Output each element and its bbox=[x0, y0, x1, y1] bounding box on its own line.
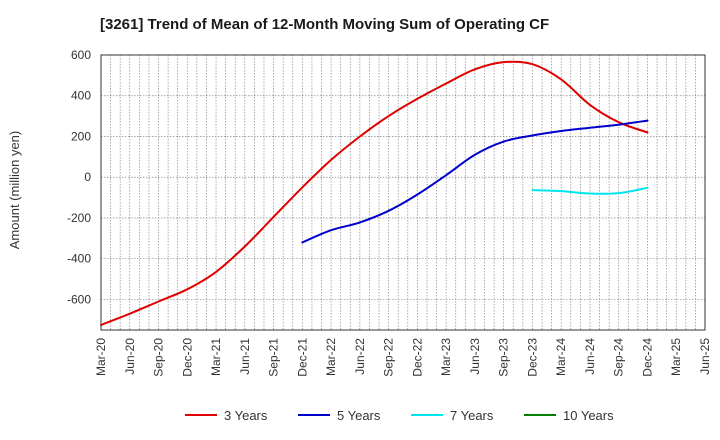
y-axis-ticks: 600 400 200 0 -200 -400 -600 bbox=[67, 48, 91, 306]
legend-label: 10 Years bbox=[563, 408, 614, 423]
x-tick-label: Mar-20 bbox=[94, 338, 108, 376]
grid bbox=[101, 54, 705, 330]
y-tick-label: 600 bbox=[71, 48, 91, 62]
x-tick-label: Dec-24 bbox=[640, 338, 654, 377]
x-tick-label: Jun-20 bbox=[123, 338, 137, 375]
y-tick-label: -400 bbox=[67, 252, 91, 266]
x-tick-label: Sep-21 bbox=[267, 338, 281, 377]
x-tick-label: Sep-20 bbox=[152, 338, 166, 377]
series-group bbox=[100, 60, 649, 326]
y-tick-label: -600 bbox=[67, 292, 91, 306]
series-line-7-years bbox=[531, 186, 649, 195]
y-tick-label: 400 bbox=[71, 89, 91, 103]
y-tick-label: -200 bbox=[67, 211, 91, 225]
y-tick-label: 200 bbox=[71, 129, 91, 143]
legend-label: 7 Years bbox=[450, 408, 494, 423]
x-tick-label: Mar-23 bbox=[439, 338, 453, 376]
chart-title: [3261] Trend of Mean of 12-Month Moving … bbox=[100, 16, 549, 33]
legend-label: 5 Years bbox=[337, 408, 381, 423]
x-tick-label: Dec-21 bbox=[295, 338, 309, 377]
series-line-3-years bbox=[100, 60, 649, 326]
plot-frame bbox=[100, 54, 706, 331]
x-tick-label: Mar-24 bbox=[554, 338, 568, 376]
series-line-5-years bbox=[301, 119, 649, 244]
x-tick-label: Jun-21 bbox=[238, 338, 252, 375]
legend: 3 Years 5 Years 7 Years 10 Years bbox=[185, 408, 614, 423]
x-tick-label: Sep-23 bbox=[497, 338, 511, 377]
y-tick-label: 0 bbox=[84, 170, 91, 184]
x-axis-ticks: Mar-20 Jun-20 Sep-20 Dec-20 Mar-21 Jun-21 Sep-… bbox=[94, 338, 712, 377]
x-tick-label: Mar-22 bbox=[324, 338, 338, 376]
x-tick-label: Sep-24 bbox=[612, 338, 626, 377]
x-tick-label: Jun-25 bbox=[698, 338, 712, 375]
x-tick-label: Sep-22 bbox=[382, 338, 396, 377]
x-tick-label: Mar-21 bbox=[209, 338, 223, 376]
x-tick-label: Dec-20 bbox=[180, 338, 194, 377]
x-tick-label: Jun-24 bbox=[583, 338, 597, 375]
x-tick-label: Dec-23 bbox=[525, 338, 539, 377]
x-tick-label: Jun-23 bbox=[468, 338, 482, 375]
x-tick-label: Dec-22 bbox=[410, 338, 424, 377]
legend-label: 3 Years bbox=[224, 408, 268, 423]
x-tick-label: Jun-22 bbox=[353, 338, 367, 375]
x-tick-label: Mar-25 bbox=[669, 338, 683, 376]
y-axis-label: Amount (million yen) bbox=[7, 131, 22, 250]
